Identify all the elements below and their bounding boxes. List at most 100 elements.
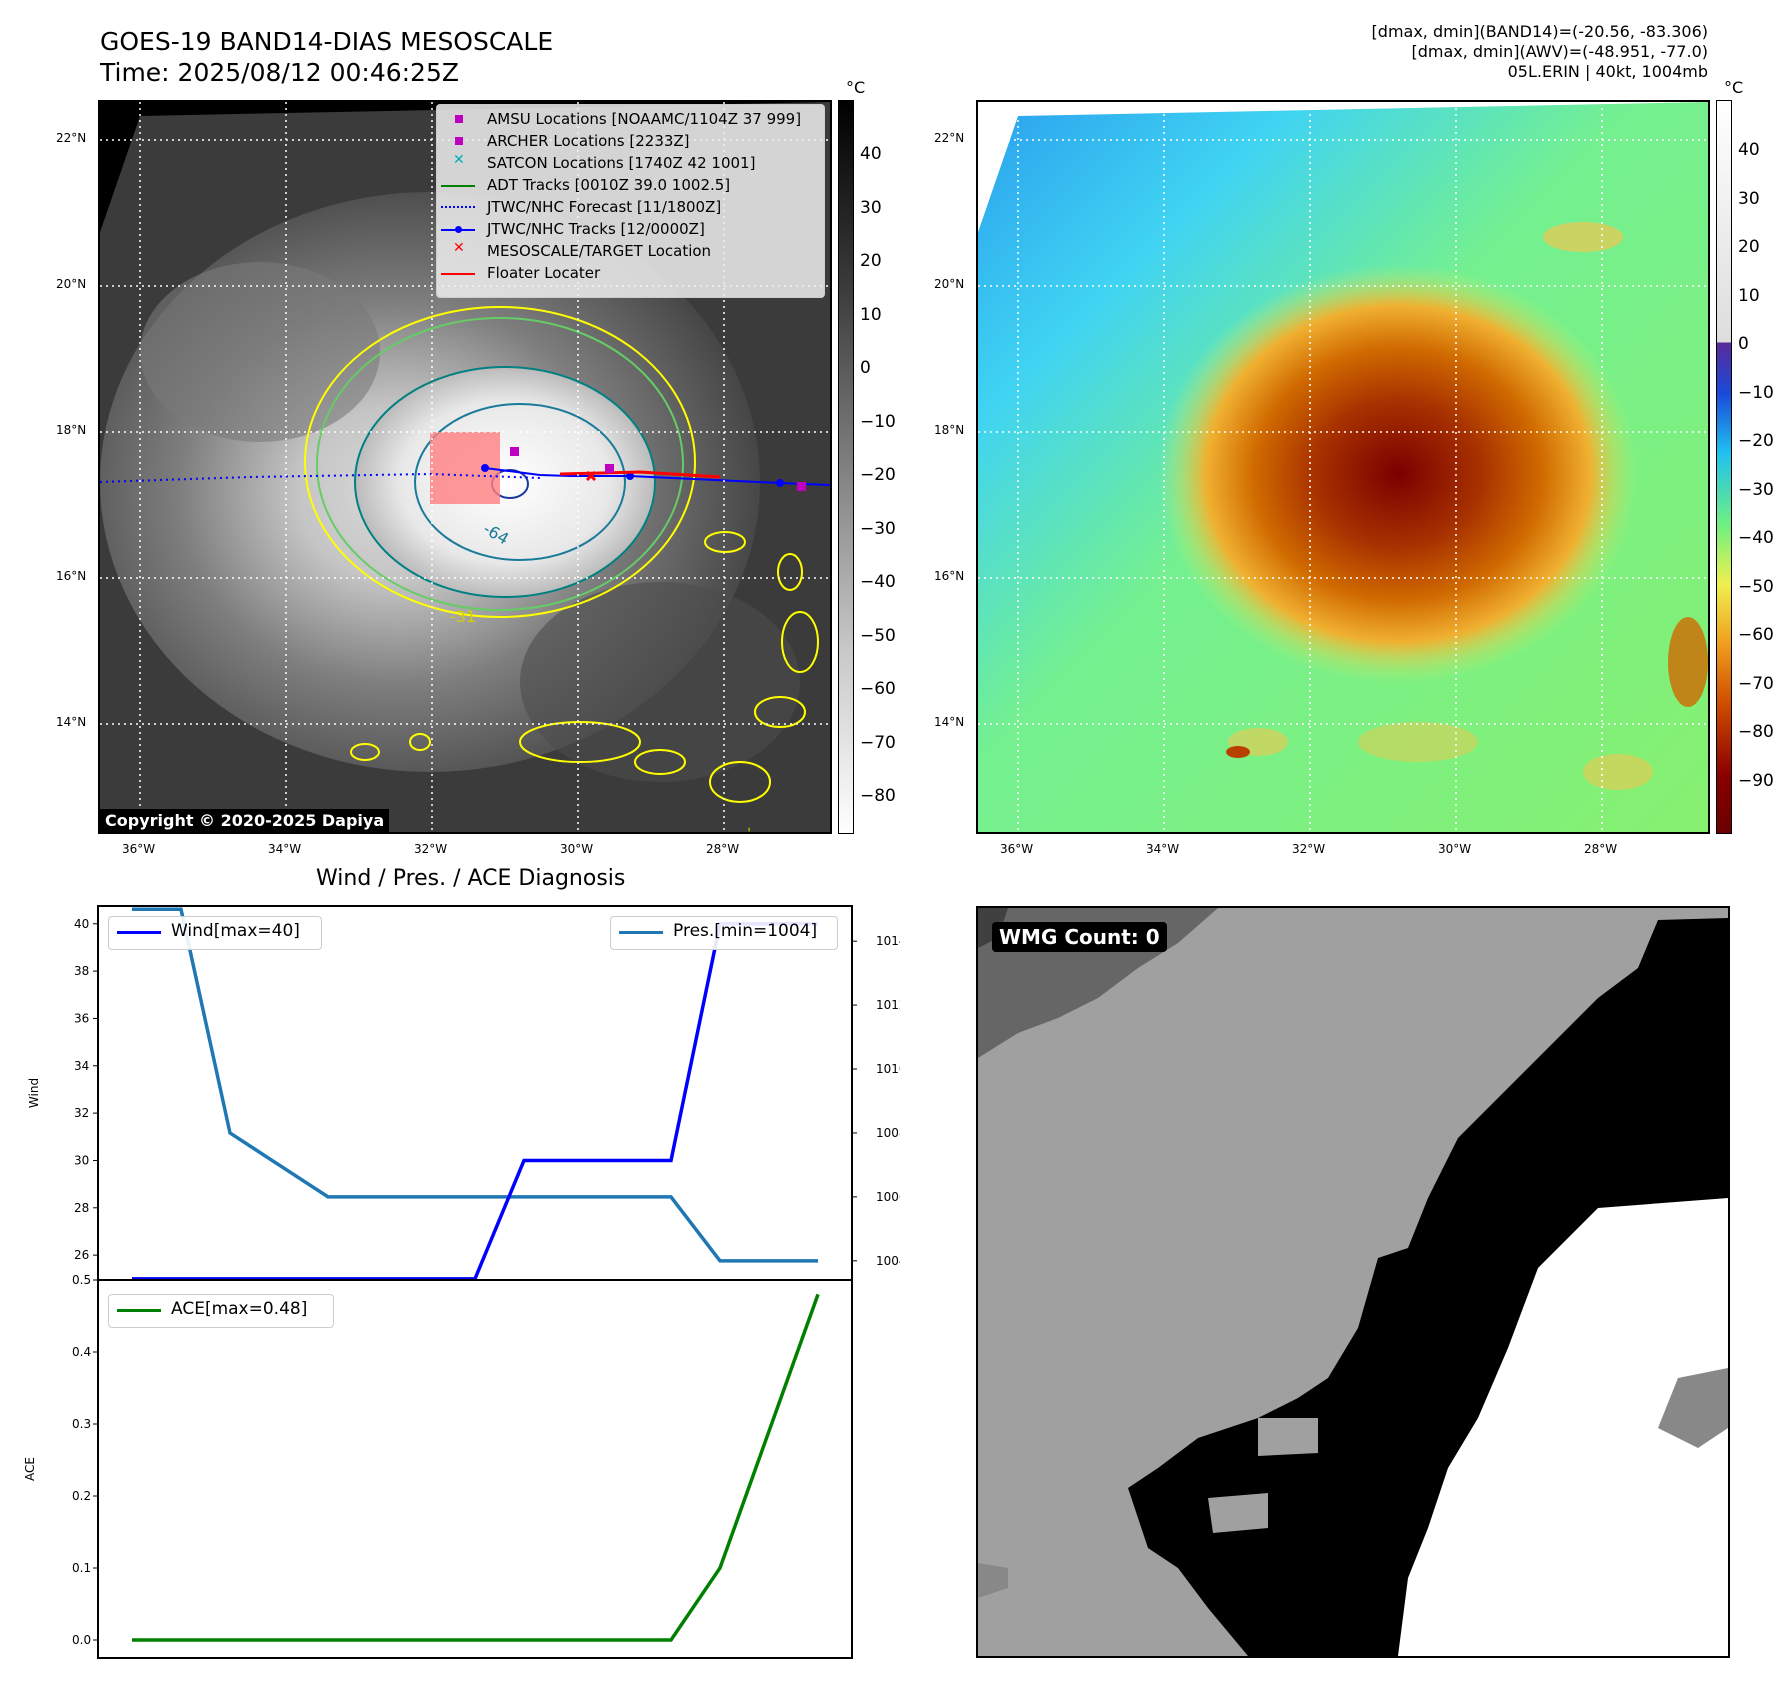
upper-axes-frame [97,905,853,1281]
wv-lat-label: 20°N [934,277,965,291]
figure-title: GOES-19 BAND14-DIAS MESOSCALE Time: 2025… [100,26,553,88]
x-marker-icon: ✕ [453,240,465,256]
dotted-line-icon [441,206,475,208]
wv-colorbar [1716,100,1732,834]
colorbar-tick-label: −90 [1738,770,1774,791]
colorbar-tick-label: −70 [1738,673,1774,694]
colorbar-tick-label: −30 [860,518,896,539]
colorbar-tick-label: −50 [860,625,896,646]
pressure-legend-label: Pres.[min=1004] [673,921,818,941]
colorbar-tick-label: 10 [1738,285,1760,306]
ace-plot: 0.0 0.1 0.2 0.3 0.4 0.5 ACE [23,1273,853,1659]
wind-legend: Wind[max=40] [108,916,322,950]
colorbar-tick-label: 0 [860,358,871,378]
x-marker-icon: ✕ [453,152,465,168]
info-line-3: 05L.ERIN | 40kt, 1004mb [1507,62,1708,81]
wv-lat-label: 18°N [934,423,965,437]
colorbar-tick-label: −10 [860,411,896,432]
square-icon [455,137,463,145]
colorbar-tick-label: −80 [1738,722,1774,742]
legend-label: ARCHER Locations [2233Z] [487,132,690,150]
wv-lon-label: 30°W [1438,842,1472,856]
colorbar-tick-label: 10 [860,304,882,325]
ir-lat-label: 22°N [56,131,87,145]
ace-tick-label: 0.4 [72,1345,91,1359]
ace-tick-label: 0.3 [72,1417,91,1431]
wind-tick-label: 32 [74,1106,89,1120]
legend-label: JTWC/NHC Tracks [12/0000Z] [487,220,705,238]
colorbar-tick-label: −20 [1738,431,1774,451]
ace-tick-label: 0.2 [72,1489,91,1503]
legend-label: JTWC/NHC Forecast [11/1800Z] [487,198,722,216]
line-icon [441,185,475,187]
square-icon [455,115,463,123]
colorbar-tick-label: 20 [860,251,882,271]
wv-lon-label: 36°W [1000,842,1034,856]
pressure-tick-label: 1012 [876,998,900,1012]
ace-tick-label: 0.1 [72,1561,91,1575]
pressure-tick-label: 1004 [876,1254,900,1268]
colorbar-tick-label: 30 [860,197,882,218]
colorbar-tick-label: −40 [860,572,896,592]
wind-axis-label: Wind [27,1078,41,1108]
colorbar-tick-label: −40 [1738,528,1774,548]
wind-tick-label: 28 [74,1201,89,1215]
colorbar-tick-label: −20 [860,465,896,485]
ir-lat-label: 20°N [56,277,87,291]
wmg-panel: WMG Count: 0 [976,906,1730,1658]
line-icon [117,1309,161,1312]
line-icon [619,931,663,934]
pressure-legend: Pres.[min=1004] [610,916,838,950]
ir-lon-label: 32°W [414,842,448,856]
wv-lat-label: 22°N [934,131,965,145]
ir-lat-label: 14°N [56,715,87,729]
ir-lon-label: 28°W [706,842,740,856]
wv-satellite-image [978,102,1708,832]
pressure-tick-label: 1008 [876,1126,900,1140]
pressure-tick-label: 1006 [876,1190,900,1204]
diagnosis-chart: 26 28 30 32 34 36 38 40 1004 1006 1008 1010 1012 1014… [23,905,900,1659]
wind-line [132,922,818,1281]
wv-lon-label: 34°W [1146,842,1180,856]
ace-legend: ACE[max=0.48] [108,1294,334,1328]
wind-tick-label: 38 [74,964,89,978]
ir-legend: AMSU Locations [NOAAMC/1104Z 37 999] ARC… [436,104,825,298]
info-line-1: [dmax, dmin](BAND14)=(-20.56, -83.306) [1371,22,1708,41]
colorbar-tick-label: 0 [1738,334,1749,354]
pressure-tick-label: 1014 [876,934,900,948]
wv-lat-label: 16°N [934,569,965,583]
ir-lon-label: 36°W [122,842,156,856]
diagnosis-title: Wind / Pres. / ACE Diagnosis [316,866,626,891]
legend-label: MESOSCALE/TARGET Location [487,242,712,260]
legend-label: SATCON Locations [1740Z 42 1001] [487,154,756,172]
ir-lat-label: 18°N [56,423,87,437]
wv-satellite-panel [976,100,1710,834]
legend-label: ADT Tracks [0010Z 39.0 1002.5] [487,176,731,194]
ace-tick-label: 0.5 [72,1273,91,1287]
contour-label-31: -31 [450,607,476,626]
colorbar-tick-label: 40 [1738,140,1760,160]
wind-pressure-plot: 26 28 30 32 34 36 38 40 1004 1006 1008 1010 1012 1014… [27,905,900,1281]
title-line-1: GOES-19 BAND14-DIAS MESOSCALE [100,27,554,56]
wind-tick-label: 34 [74,1059,89,1073]
legend-label: AMSU Locations [NOAAMC/1104Z 37 999] [487,110,802,128]
colorbar-tick-label: −60 [1738,625,1774,645]
wmg-image [978,908,1728,1656]
wv-lat-label: 14°N [934,715,965,729]
wind-tick-label: 30 [74,1153,89,1167]
ir-lat-label: 16°N [56,569,87,583]
colorbar-tick-label: 20 [1738,237,1760,257]
wv-lon-label: 28°W [1584,842,1618,856]
wv-colorbar-unit: °C [1724,78,1744,97]
colorbar-tick-label: −10 [1738,382,1774,403]
ir-lon-label: 34°W [268,842,302,856]
line-icon [117,931,161,934]
wind-legend-label: Wind[max=40] [171,921,300,941]
wv-lon-label: 32°W [1292,842,1326,856]
colorbar-tick-label: −60 [860,679,896,699]
ace-line [132,1293,820,1642]
colorbar-tick-label: −50 [1738,576,1774,597]
copyright-badge: Copyright © 2020-2025 Dapiya [100,809,390,832]
ir-colorbar-unit: °C [846,78,866,97]
wind-tick-label: 26 [74,1248,89,1262]
